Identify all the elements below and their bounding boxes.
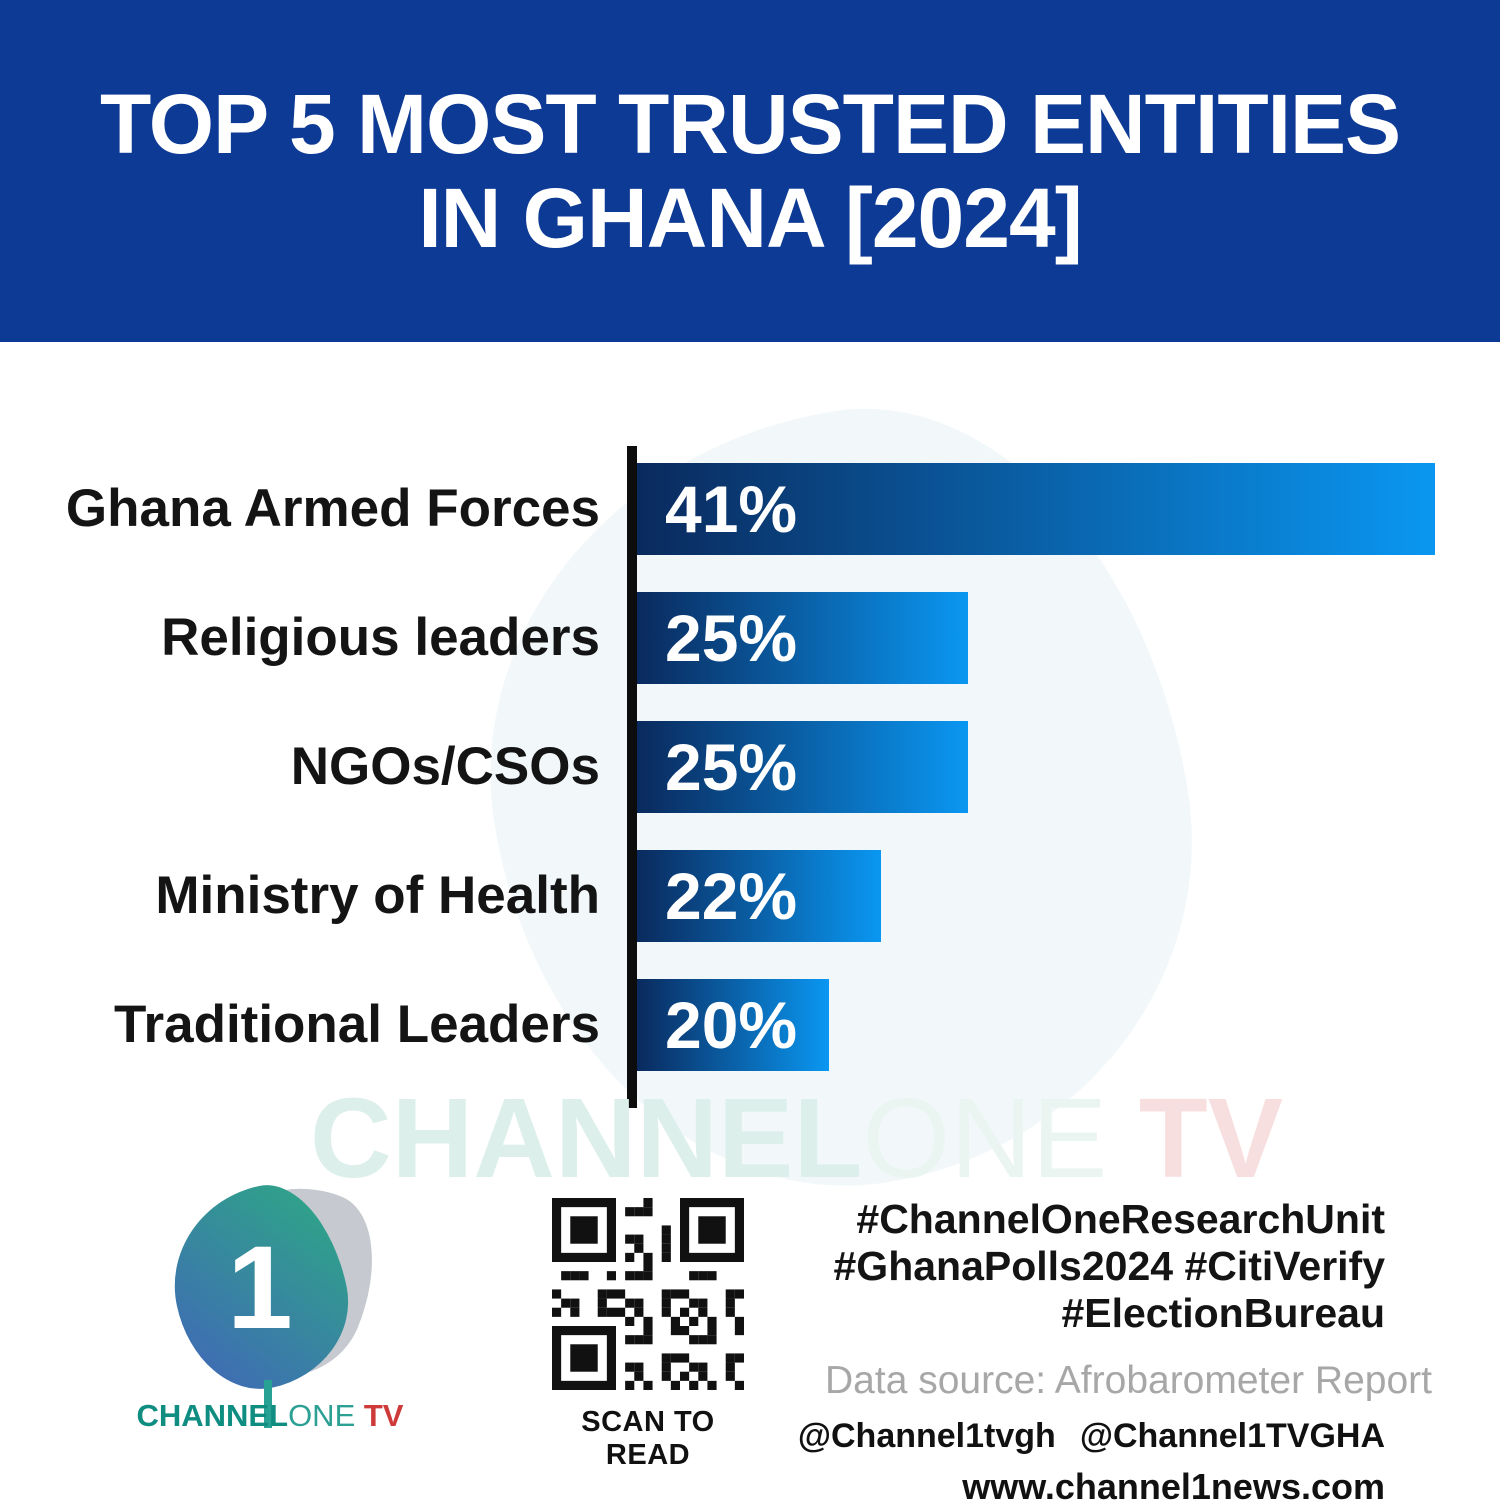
hashtag-line: #GhanaPolls2024 #CitiVerify bbox=[833, 1243, 1386, 1289]
qr-code bbox=[552, 1198, 744, 1390]
bar-value-label: 25% bbox=[665, 601, 798, 675]
data-source-text: Data source: Afrobarometer Report bbox=[825, 1359, 1432, 1402]
watermark-channel: CHANNEL bbox=[310, 1075, 863, 1201]
bar-row: Traditional Leaders 20% bbox=[0, 979, 1500, 1071]
brand-watermark-text: CHANNELONE TV bbox=[310, 1082, 1283, 1195]
header-banner: TOP 5 MOST TRUSTED ENTITIES IN GHANA [202… bbox=[0, 0, 1500, 342]
social-row: f ♪ @Channel1tvgh 𝕏 bbox=[798, 1417, 1385, 1456]
bar: 25% bbox=[637, 592, 968, 684]
bar-row: NGOs/CSOs 25% bbox=[0, 721, 1500, 813]
bar-value-label: 41% bbox=[665, 472, 798, 546]
wordmark-one: ONE bbox=[288, 1398, 356, 1433]
bar-row: Religious leaders 25% bbox=[0, 592, 1500, 684]
title-line-1: TOP 5 MOST TRUSTED ENTITIES bbox=[99, 76, 1401, 171]
watermark-tv: TV bbox=[1107, 1075, 1284, 1201]
qr-block: SCAN TO READ bbox=[548, 1198, 748, 1472]
bar-label: Ghana Armed Forces bbox=[65, 479, 600, 538]
footer-right-column: #ChannelOneResearchUnit #GhanaPolls2024 … bbox=[798, 1196, 1432, 1500]
bar-label: Ministry of Health bbox=[155, 866, 600, 925]
bar-label: Religious leaders bbox=[161, 608, 600, 667]
bar-row: Ministry of Health 22% bbox=[0, 850, 1500, 942]
page-title: TOP 5 MOST TRUSTED ENTITIES IN GHANA [202… bbox=[99, 76, 1401, 265]
logo-numeral: 1 bbox=[227, 1222, 293, 1354]
bar-value-label: 20% bbox=[665, 988, 798, 1062]
logo-stem bbox=[264, 1380, 272, 1428]
bar-value-label: 22% bbox=[665, 859, 798, 933]
social-handle-x: @Channel1TVGHA bbox=[1079, 1417, 1385, 1455]
website-url: www.channel1news.com bbox=[962, 1466, 1385, 1500]
bar: 20% bbox=[637, 979, 829, 1071]
channel-one-logo: 1 CHANNELONE TV bbox=[130, 1157, 410, 1460]
bar-row: Ghana Armed Forces 41% bbox=[0, 463, 1500, 555]
bar: 22% bbox=[637, 850, 881, 942]
bar-label: NGOs/CSOs bbox=[290, 737, 600, 796]
wordmark-tv: TV bbox=[355, 1398, 404, 1433]
bar: 25% bbox=[637, 721, 968, 813]
title-line-2: IN GHANA [2024] bbox=[418, 171, 1082, 265]
hashtag-line: #ChannelOneResearchUnit bbox=[856, 1196, 1385, 1242]
bar: 41% bbox=[637, 463, 1435, 555]
wordmark-channel: CHANNEL bbox=[136, 1398, 289, 1433]
chart-axis bbox=[627, 446, 637, 1108]
social-handle-main: @Channel1tvgh bbox=[797, 1417, 1056, 1455]
bar-label: Traditional Leaders bbox=[114, 995, 600, 1054]
hashtag-line: #ElectionBureau bbox=[1061, 1290, 1385, 1336]
bar-value-label: 25% bbox=[665, 730, 798, 804]
watermark-one: ONE bbox=[862, 1075, 1108, 1201]
qr-caption: SCAN TO READ bbox=[581, 1406, 715, 1471]
logo-wordmark: CHANNELONE TV bbox=[130, 1398, 410, 1434]
